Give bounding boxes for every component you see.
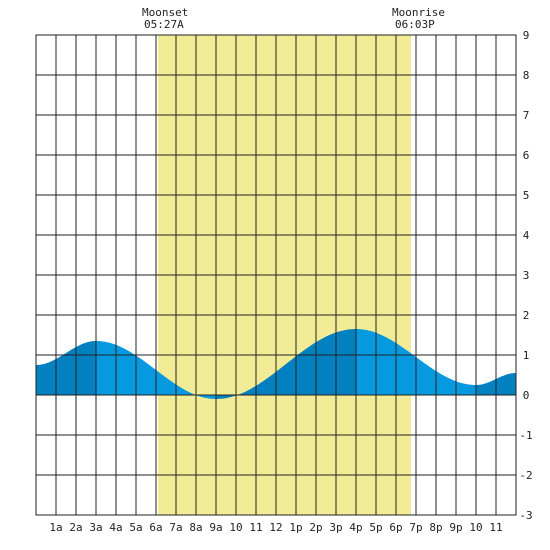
x-tick-label: 2p [309, 521, 322, 534]
x-tick-label: 6a [149, 521, 162, 534]
tide-rising-segment [216, 329, 356, 399]
x-tick-label: 10 [229, 521, 242, 534]
x-tick-label: 10 [469, 521, 482, 534]
moonset-time: 05:27A [144, 18, 184, 31]
x-tick-label: 3a [89, 521, 102, 534]
x-tick-label: 2a [69, 521, 82, 534]
y-tick-label: 7 [523, 109, 530, 122]
y-tick-label: 8 [523, 69, 530, 82]
y-tick-label: -3 [519, 509, 532, 522]
x-tick-label: 12 [269, 521, 282, 534]
y-tick-label: -2 [519, 469, 532, 482]
plot-frame [35, 34, 517, 516]
x-tick-label: 6p [389, 521, 402, 534]
y-tick-label: 3 [523, 269, 530, 282]
x-tick-label: 3p [329, 521, 342, 534]
y-tick-label: 9 [523, 29, 530, 42]
x-tick-label: 5p [369, 521, 382, 534]
y-tick-label: 5 [523, 189, 530, 202]
y-tick-label: 4 [523, 229, 530, 242]
y-tick-label: 1 [523, 349, 530, 362]
moonrise-label: Moonrise [392, 6, 445, 19]
x-tick-label: 4p [349, 521, 362, 534]
x-tick-label: 9p [449, 521, 462, 534]
y-tick-label: -1 [519, 429, 532, 442]
x-tick-label: 1p [289, 521, 302, 534]
x-tick-label: 4a [109, 521, 122, 534]
moonrise-time: 06:03P [395, 18, 435, 31]
x-tick-label: 7a [169, 521, 182, 534]
x-tick-label: 5a [129, 521, 142, 534]
x-tick-label: 7p [409, 521, 422, 534]
x-tick-label: 11 [489, 521, 502, 534]
y-tick-label: 6 [523, 149, 530, 162]
y-tick-label: 0 [523, 389, 530, 402]
x-tick-label: 1a [49, 521, 62, 534]
x-tick-label: 9a [209, 521, 222, 534]
x-tick-label: 11 [249, 521, 262, 534]
tide-rising-segment [36, 341, 96, 395]
x-tick-label: 8a [189, 521, 202, 534]
x-tick-label: 8p [429, 521, 442, 534]
y-tick-label: 2 [523, 309, 530, 322]
moonset-label: Moonset [142, 6, 189, 19]
